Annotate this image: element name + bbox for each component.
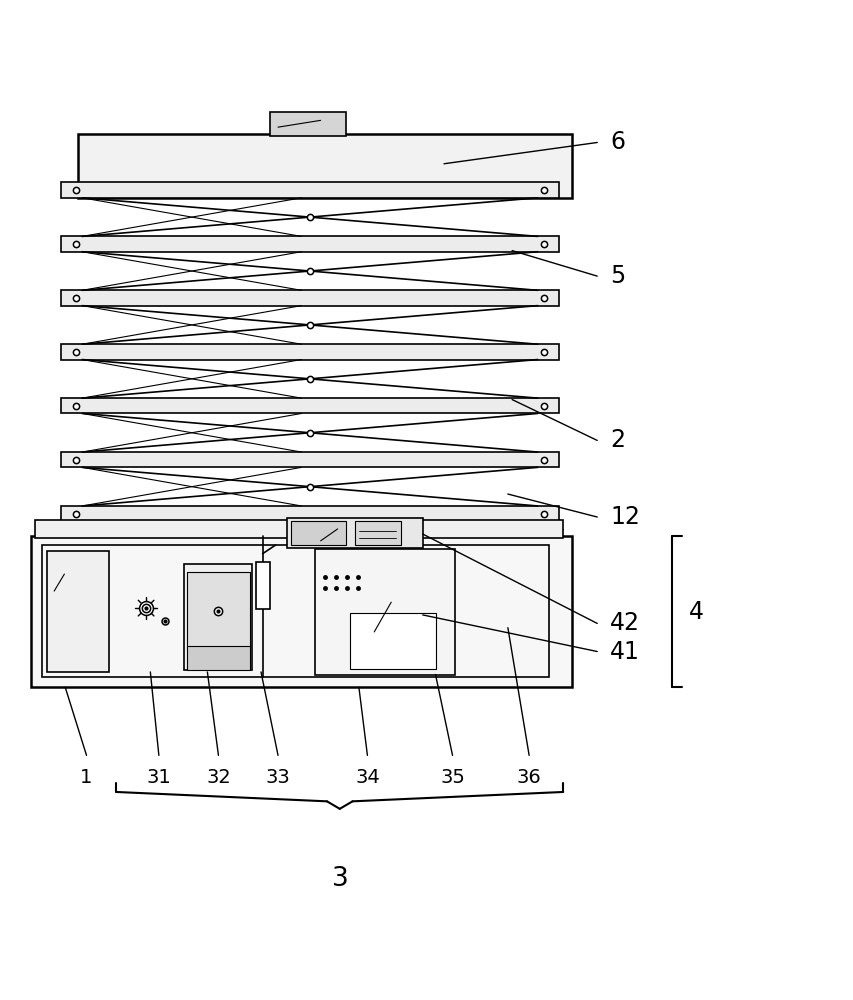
Text: 41: 41	[609, 640, 639, 664]
Text: 3: 3	[332, 866, 348, 892]
Bar	[256, 562, 270, 609]
Bar	[187, 646, 250, 670]
Text: 12: 12	[609, 505, 639, 529]
Bar	[350, 613, 435, 669]
Text: 33: 33	[265, 768, 290, 787]
Bar	[42, 545, 548, 677]
Text: 31: 31	[147, 768, 171, 787]
Bar	[61, 506, 558, 521]
Text: 4: 4	[688, 600, 704, 624]
Text: 6: 6	[609, 130, 624, 154]
Text: 35: 35	[439, 768, 464, 787]
Bar	[187, 572, 250, 649]
Bar	[47, 551, 108, 672]
Bar	[61, 452, 558, 467]
Bar	[61, 182, 558, 198]
Text: 2: 2	[609, 428, 624, 452]
Text: 42: 42	[609, 611, 639, 635]
Text: 32: 32	[206, 768, 230, 787]
Text: 36: 36	[516, 768, 541, 787]
Bar	[61, 344, 558, 360]
Bar	[184, 564, 252, 670]
Bar	[354, 521, 401, 545]
Bar	[61, 236, 558, 252]
Bar	[78, 134, 571, 198]
Text: 34: 34	[355, 768, 380, 787]
Bar	[314, 549, 455, 675]
Bar	[32, 536, 571, 687]
Bar	[287, 518, 422, 548]
Bar	[61, 398, 558, 413]
Text: 5: 5	[609, 264, 624, 288]
Bar	[61, 290, 558, 306]
Bar	[291, 521, 345, 545]
Text: 1: 1	[80, 768, 93, 787]
Bar	[35, 520, 562, 538]
Bar	[270, 112, 345, 136]
